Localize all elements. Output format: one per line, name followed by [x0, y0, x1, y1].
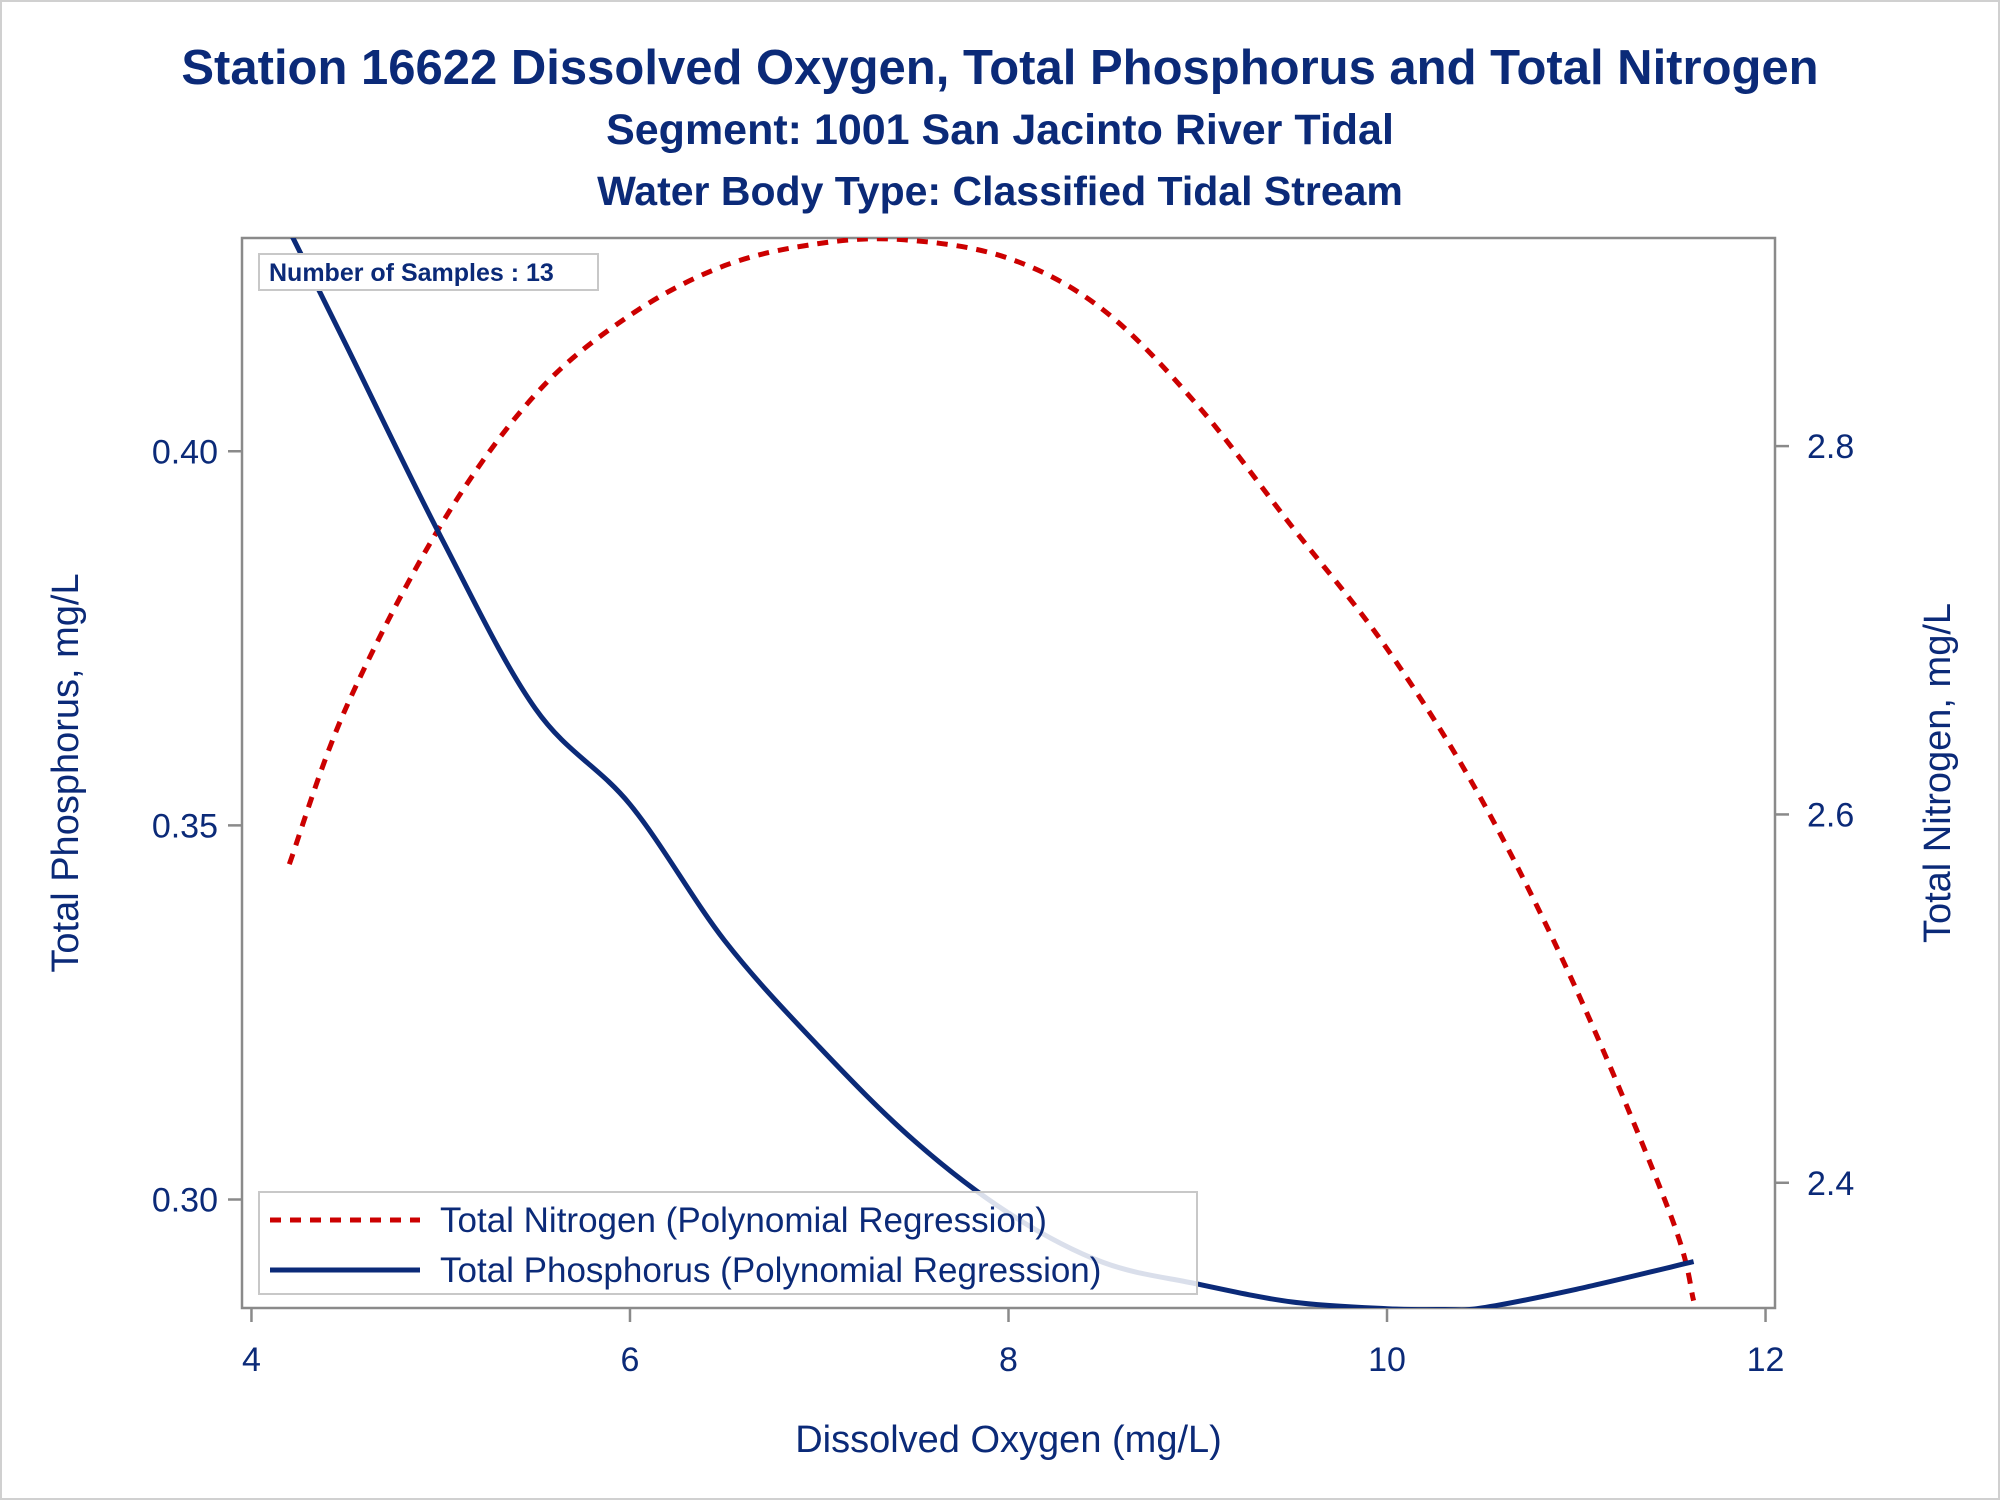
x-tick-label: 12: [1747, 1341, 1785, 1379]
legend-label: Total Phosphorus (Polynomial Regression): [440, 1251, 1101, 1290]
samples-annotation: Number of Samples : 13: [269, 259, 554, 287]
legend-box: [258, 1191, 1198, 1295]
chart-subtitle: Segment: 1001 San Jacinto River Tidal: [606, 106, 1394, 154]
y-tick-label: 0.30: [152, 1182, 218, 1220]
y-tick-label: 0.35: [152, 807, 218, 845]
y2-tick-label: 2.8: [1807, 428, 1854, 466]
plot-area: [240, 236, 1777, 1310]
legend-label: Total Nitrogen (Polynomial Regression): [440, 1201, 1047, 1240]
x-tick-label: 4: [242, 1341, 261, 1379]
y2-axis-label: Total Nitrogen, mg/L: [1917, 603, 1959, 943]
y2-tick-label: 2.6: [1807, 796, 1854, 834]
y-axis-label: Total Phosphorus, mg/L: [45, 573, 87, 972]
x-tick-label: 6: [621, 1341, 640, 1379]
x-axis-label: Dissolved Oxygen (mg/L): [795, 1419, 1222, 1461]
chart-subtitle-2: Water Body Type: Classified Tidal Stream: [597, 168, 1403, 214]
series-line-total-nitrogen: [286, 238, 1697, 1302]
x-tick-label: 10: [1368, 1341, 1406, 1379]
x-tick-label: 8: [999, 1341, 1018, 1379]
series-line-total-phosphorus: [290, 238, 1695, 1308]
samples-annotation-box: [258, 253, 599, 291]
chart-title: Station 16622 Dissolved Oxygen, Total Ph…: [181, 41, 1819, 95]
y-tick-label: 0.40: [152, 433, 218, 471]
y2-tick-label: 2.4: [1807, 1165, 1854, 1203]
